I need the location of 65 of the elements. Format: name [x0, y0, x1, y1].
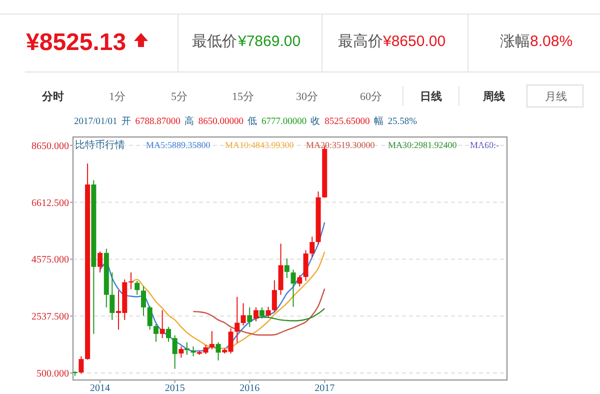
candlestick: [253, 306, 258, 322]
y-tick-label: 8650.000: [32, 140, 69, 152]
candlestick: [98, 251, 103, 273]
text: 收: [310, 116, 321, 127]
text: 分时: [41, 90, 64, 103]
candlestick: [147, 305, 152, 330]
line-series: [192, 288, 326, 336]
candlestick: [110, 272, 115, 320]
x-tick-label: 2016: [240, 383, 260, 394]
y-tick-label: 4575.000: [32, 254, 69, 266]
text: MA10:4843.99300: [225, 140, 294, 150]
candlestick: [134, 280, 140, 296]
candlestick: [290, 269, 296, 308]
text: 8525.65000: [324, 117, 370, 127]
annotation: MA60:-: [470, 140, 499, 150]
x-tick-label: 2017: [314, 383, 335, 394]
text: 低: [248, 116, 258, 127]
x-tick-label: 2015: [164, 383, 185, 394]
candlestick: [247, 306, 252, 328]
y-tick-label: 6612.500: [32, 198, 69, 209]
candlestick: [140, 286, 146, 316]
text: 8650.00000: [198, 117, 244, 127]
text: 2017/01/01: [74, 117, 118, 127]
candlestick: [153, 324, 158, 342]
candlestick: [166, 326, 171, 342]
candlestick: [259, 306, 264, 320]
text: 8.08%: [530, 33, 573, 50]
candlestick: [284, 258, 290, 279]
text: 15分: [232, 91, 254, 103]
text: 最高价: [338, 33, 383, 50]
candlestick: [178, 346, 184, 358]
text: 最低价: [192, 33, 237, 50]
text: MA5:5889.35800: [146, 140, 211, 150]
candlestick: [78, 356, 84, 374]
candlestick: [272, 280, 277, 313]
text: 60分: [360, 91, 382, 103]
text: 6788.87000: [135, 117, 181, 127]
text: 25.58%: [388, 117, 418, 127]
candlestick: [216, 342, 221, 361]
candlestick: [297, 274, 302, 287]
text: 日线: [420, 90, 442, 103]
text: 高: [184, 115, 194, 127]
text: ¥7869.00: [237, 33, 301, 50]
text: 涨幅: [500, 33, 530, 50]
text: 周线: [482, 90, 505, 103]
text: 开: [121, 116, 132, 127]
text: ¥8525.13: [26, 29, 126, 56]
candlestick: [266, 306, 271, 318]
text: MA20:3519.30000: [306, 140, 376, 150]
text: 1分: [109, 91, 126, 103]
text: MA30:2981.92400: [388, 140, 458, 150]
x-tick-label: 2014: [90, 383, 110, 394]
text: 30分: [296, 91, 318, 103]
text: ¥8650.00: [382, 33, 446, 50]
y-tick-label: 500.000: [36, 368, 69, 380]
text: 5分: [171, 91, 188, 103]
y-tick-label: 2537.500: [32, 312, 69, 323]
text: 月线: [545, 90, 567, 103]
candlestick: [160, 310, 165, 339]
candlestick: [303, 250, 308, 282]
text: 幅: [374, 115, 384, 127]
text: 6777.00000: [262, 117, 307, 127]
candlestick: [209, 330, 214, 350]
candlestick: [172, 334, 178, 370]
candlestick: [310, 236, 315, 258]
